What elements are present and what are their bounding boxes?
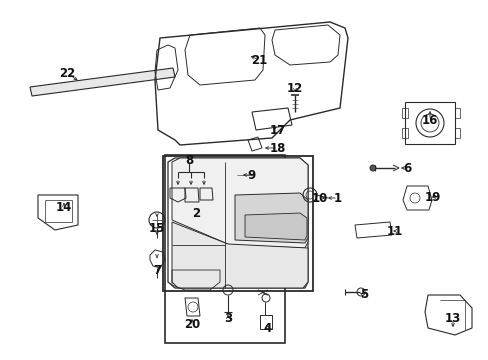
- Text: 6: 6: [402, 162, 410, 175]
- Bar: [164, 155, 285, 343]
- Text: 2: 2: [192, 207, 200, 220]
- Text: 10: 10: [311, 192, 327, 204]
- Text: 21: 21: [250, 54, 266, 67]
- Bar: [401, 128, 407, 138]
- Text: 20: 20: [183, 319, 200, 332]
- Polygon shape: [172, 222, 307, 288]
- Bar: [163, 156, 312, 291]
- Polygon shape: [30, 68, 175, 96]
- Polygon shape: [244, 213, 306, 240]
- Bar: [404, 102, 454, 144]
- Text: 22: 22: [59, 67, 75, 80]
- Bar: [454, 108, 459, 118]
- Bar: [260, 315, 271, 329]
- Text: 3: 3: [224, 311, 232, 324]
- Text: 7: 7: [153, 264, 161, 276]
- Text: 19: 19: [424, 190, 440, 203]
- Text: 16: 16: [421, 113, 437, 126]
- Text: 1: 1: [333, 192, 342, 204]
- Text: 18: 18: [269, 141, 285, 154]
- Text: 15: 15: [148, 221, 165, 234]
- Text: 4: 4: [264, 321, 271, 334]
- Bar: [237, 168, 252, 182]
- Text: 9: 9: [247, 168, 256, 181]
- Text: 12: 12: [286, 81, 303, 95]
- Polygon shape: [172, 158, 307, 248]
- Circle shape: [369, 165, 375, 171]
- Text: 13: 13: [444, 312, 460, 325]
- Text: 17: 17: [269, 123, 285, 136]
- Polygon shape: [235, 193, 307, 243]
- Text: 8: 8: [184, 153, 193, 166]
- Text: 11: 11: [386, 225, 402, 238]
- Text: 14: 14: [56, 201, 72, 213]
- Text: 5: 5: [359, 288, 367, 302]
- Bar: [401, 108, 407, 118]
- Bar: [454, 128, 459, 138]
